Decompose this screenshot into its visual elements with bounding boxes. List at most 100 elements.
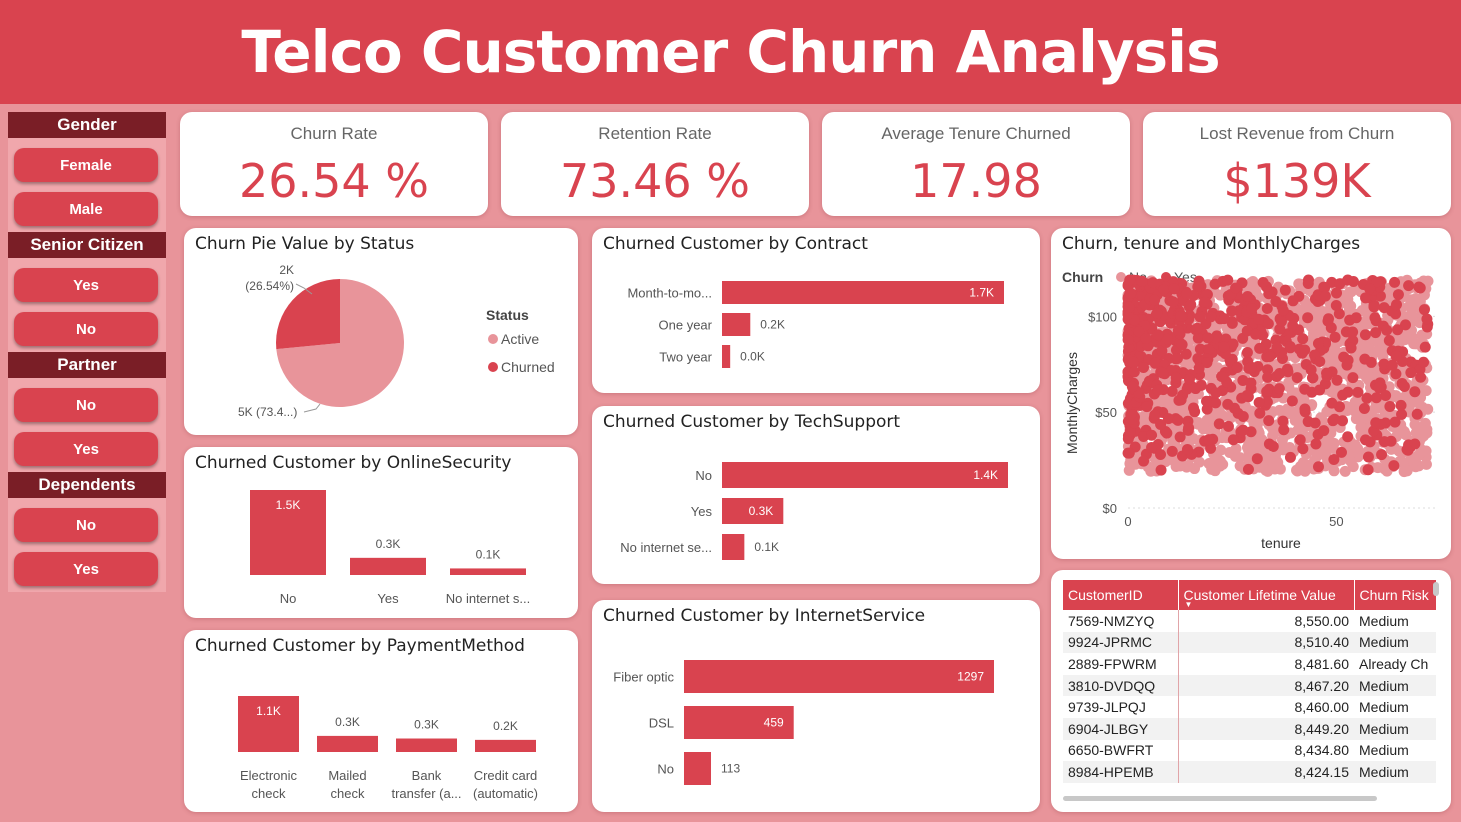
scatter-point-yes [1360, 292, 1372, 304]
scatter-point-no [1242, 451, 1254, 463]
bar[interactable] [317, 735, 378, 752]
table-row[interactable]: 6650-BWFRT 8,434.80 Medium [1063, 739, 1436, 762]
gender-female-button[interactable]: Female [14, 148, 158, 182]
column-header-customerid[interactable]: CustomerID [1063, 580, 1179, 610]
bar[interactable] [722, 313, 751, 336]
bar[interactable] [722, 534, 745, 560]
lifetime-value-cell: 8,424.15 [1178, 761, 1354, 783]
scatter-point-yes [1294, 434, 1306, 446]
scatter-point-yes [1358, 402, 1370, 414]
tech-support-chart[interactable]: 1.4K No 0.3K Yes 0.1K No internet se... [592, 406, 1040, 584]
column-header-lifetime-value[interactable]: Customer Lifetime Value ▼ [1178, 580, 1355, 610]
column-header-churn-risk[interactable]: Churn Risk [1354, 580, 1437, 610]
column-header-label: Customer Lifetime Value [1183, 587, 1336, 603]
customer-table[interactable]: CustomerID Customer Lifetime Value ▼ Chu… [1063, 580, 1437, 783]
tech-support-card[interactable]: Churned Customer by TechSupport 1.4K No 0.… [592, 406, 1040, 584]
scatter-point-yes [1203, 434, 1215, 446]
scatter-point-yes [1188, 402, 1200, 414]
bar[interactable] [722, 462, 1008, 488]
pie-chart[interactable]: 2K (26.54%) 5K (73.4...) Status Active Churne… [184, 228, 578, 435]
kpi-churn-rate: Churn Rate 26.54 % [180, 112, 488, 216]
payment-method-chart[interactable]: 1.1K Electronic check 0.3K Mailed check 0.3K Ba… [184, 630, 578, 812]
pie-slice-churned[interactable] [276, 279, 340, 350]
table-row[interactable]: 8984-HPEMB 8,424.15 Medium [1063, 761, 1436, 783]
scatter-point-no [1355, 413, 1367, 425]
scatter-point-no [1325, 357, 1337, 369]
contract-chart[interactable]: 1.7K Month-to-mo... 0.2K One year 0.0K Two ye… [592, 228, 1040, 393]
bar[interactable] [684, 752, 712, 785]
customer-table-card[interactable]: CustomerID Customer Lifetime Value ▼ Chu… [1051, 570, 1451, 812]
pie-slice-active[interactable] [276, 279, 404, 407]
bar[interactable] [396, 738, 457, 752]
bar[interactable] [250, 490, 326, 575]
scatter-point-yes [1162, 413, 1174, 425]
online-security-chart[interactable]: 1.5K No 0.3K Yes 0.1K No internet s... [184, 447, 578, 618]
bar[interactable] [450, 568, 526, 575]
scatter-point-yes [1261, 303, 1273, 315]
customer-id-cell: 6650-BWFRT [1063, 739, 1179, 762]
table-row[interactable]: 2889-FPWRM 8,481.60 Already Ch [1063, 653, 1436, 675]
scatter-point-yes [1278, 424, 1290, 436]
internet-service-card[interactable]: Churned Customer by InternetService 1297… [592, 600, 1040, 812]
kpi-value: 26.54 % [238, 154, 430, 208]
table-row[interactable]: 3810-DVDQQ 8,467.20 Medium [1063, 674, 1436, 697]
page-title: Telco Customer Churn Analysis [241, 18, 1220, 86]
bar[interactable] [475, 739, 536, 752]
scatter-point-no [1406, 334, 1418, 346]
table-row[interactable]: 7569-NMZYQ 8,550.00 Medium [1063, 610, 1436, 632]
scatter-point-no [1393, 445, 1405, 457]
kpi-retention-rate: Retention Rate 73.46 % [501, 112, 809, 216]
bar[interactable] [722, 498, 784, 524]
payment-method-card[interactable]: Churned Customer by PaymentMethod 1.1K El… [184, 630, 578, 812]
scatter-points[interactable] [1122, 274, 1434, 478]
partner-yes-button[interactable]: Yes [14, 432, 158, 466]
scatter-point-yes [1350, 312, 1362, 324]
scatter-point-yes [1192, 332, 1204, 344]
bar[interactable] [684, 660, 994, 693]
scatter-point-no [1305, 321, 1317, 333]
bar[interactable] [238, 696, 299, 752]
legend-label-active[interactable]: Active [501, 331, 539, 347]
scatter-chart[interactable]: ChurnNoYes$0$50$100050tenureMonthlyCharg… [1051, 228, 1451, 559]
table-row[interactable]: 6904-JLBGY 8,449.20 Medium [1063, 717, 1436, 740]
scatter-point-yes [1299, 383, 1311, 395]
scatter-point-yes [1125, 287, 1137, 299]
scatter-card[interactable]: Churn, tenure and MonthlyCharges ChurnNo… [1051, 228, 1451, 559]
legend-marker-churned [488, 362, 498, 372]
scatter-point-yes [1205, 311, 1217, 323]
scatter-point-yes [1370, 392, 1382, 404]
scatter-point-yes [1309, 417, 1321, 429]
contract-card[interactable]: Churned Customer by Contract 1.7K Month-t… [592, 228, 1040, 393]
bar[interactable] [350, 557, 426, 575]
legend-label-churned[interactable]: Churned [501, 359, 555, 375]
scatter-point-no [1420, 445, 1432, 457]
scatter-point-yes [1395, 399, 1407, 411]
scatter-point-yes [1331, 287, 1343, 299]
scatter-point-yes [1389, 416, 1401, 428]
table-row[interactable]: 9924-JPRMC 8,510.40 Medium [1063, 631, 1436, 654]
legend-title: Status [486, 307, 529, 323]
bar[interactable] [722, 281, 1004, 304]
dependents-no-button[interactable]: No [14, 508, 158, 542]
scatter-point-no [1422, 403, 1434, 415]
scatter-point-yes [1210, 332, 1222, 344]
sort-descending-icon[interactable]: ▼ [1184, 600, 1193, 609]
senior-yes-button[interactable]: Yes [14, 268, 158, 302]
online-security-card[interactable]: Churned Customer by OnlineSecurity 1.5K N… [184, 447, 578, 618]
vertical-scrollbar[interactable] [1433, 582, 1439, 596]
scatter-point-yes [1329, 413, 1341, 425]
scatter-point-yes [1284, 340, 1296, 352]
internet-service-chart[interactable]: 1297 Fiber optic 459 DSL 113 No [592, 600, 1040, 812]
partner-no-button[interactable]: No [14, 388, 158, 422]
kpi-average-tenure-churned: Average Tenure Churned 17.98 [822, 112, 1130, 216]
gender-male-button[interactable]: Male [14, 192, 158, 226]
bar[interactable] [684, 706, 794, 739]
senior-no-button[interactable]: No [14, 312, 158, 346]
dependents-yes-button[interactable]: Yes [14, 552, 158, 586]
horizontal-scrollbar[interactable] [1063, 796, 1377, 801]
scatter-point-yes [1342, 274, 1354, 286]
churn-pie-card[interactable]: Churn Pie Value by Status 2K (26.54%) 5K (… [184, 228, 578, 435]
bar[interactable] [722, 345, 731, 368]
scatter-point-no [1357, 368, 1369, 380]
table-row[interactable]: 9739-JLPQJ 8,460.00 Medium [1063, 696, 1436, 718]
